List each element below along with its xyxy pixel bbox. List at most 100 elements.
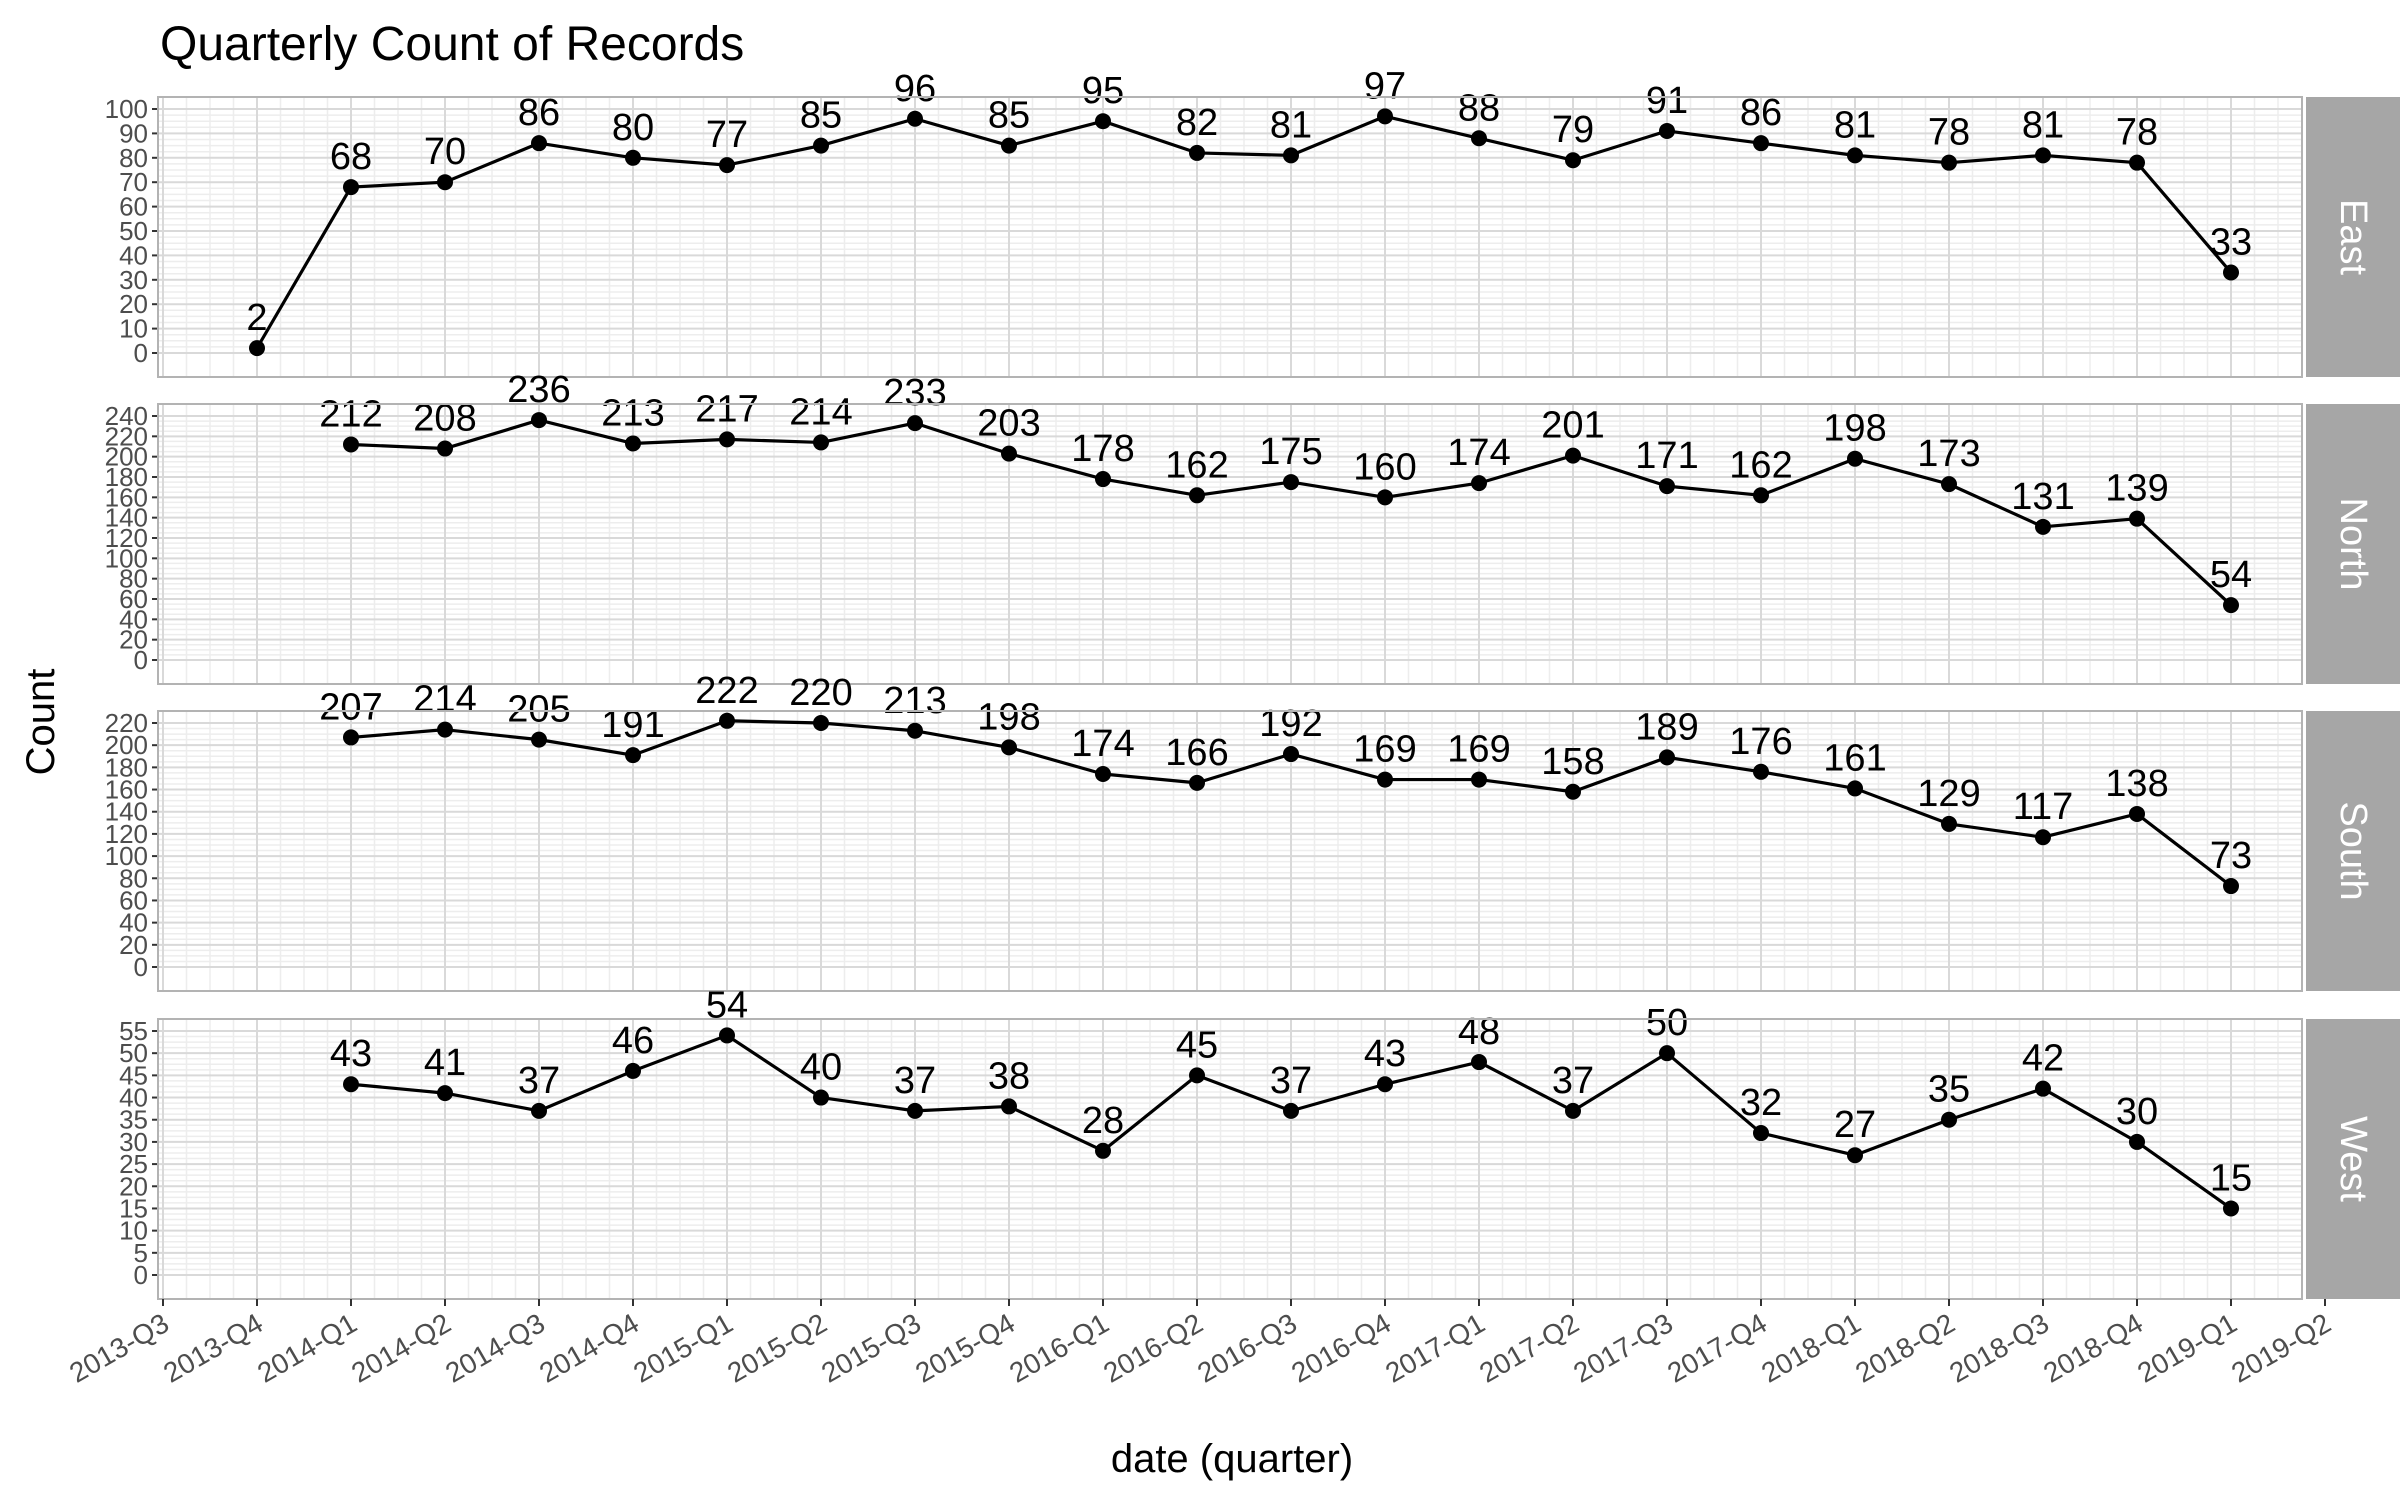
strip-label: North [2332, 498, 2374, 591]
data-point [2035, 829, 2051, 846]
data-label: 70 [424, 131, 466, 173]
data-label: 201 [1541, 405, 1604, 447]
data-point [1189, 1067, 1205, 1084]
grid [158, 1019, 2326, 1299]
data-point [907, 415, 923, 432]
y-tick-label: 10 [119, 314, 148, 344]
data-point [1001, 1098, 1017, 1115]
data-point [719, 1027, 735, 1044]
data-point [625, 1062, 641, 1079]
data-point [813, 137, 829, 154]
data-label: 138 [2105, 763, 2168, 805]
y-tick-label: 30 [119, 1127, 148, 1157]
data-label: 162 [1729, 444, 1792, 486]
data-label: 80 [612, 107, 654, 149]
data-label: 88 [1458, 87, 1500, 129]
data-label: 85 [800, 95, 842, 137]
data-point [1753, 1125, 1769, 1142]
data-label: 131 [2011, 476, 2074, 518]
data-point [1189, 144, 1205, 161]
y-tick-label: 200 [105, 730, 148, 760]
data-point [1753, 487, 1769, 504]
data-label: 97 [1364, 65, 1406, 107]
data-point [1471, 1054, 1487, 1071]
data-point [1847, 450, 1863, 467]
data-point [1847, 1147, 1863, 1164]
data-label: 78 [2116, 112, 2158, 154]
y-tick-label: 20 [119, 625, 148, 655]
data-label: 81 [1834, 104, 1876, 146]
strip-label: East [2332, 199, 2374, 275]
data-point [343, 436, 359, 453]
data-label: 50 [1646, 1002, 1688, 1044]
data-label: 214 [789, 391, 852, 433]
data-point [531, 731, 547, 748]
data-label: 41 [424, 1042, 466, 1084]
y-tick-label: 180 [105, 752, 148, 782]
data-point [1471, 771, 1487, 788]
y-tick-label: 40 [119, 1083, 148, 1113]
y-tick-label: 0 [134, 952, 148, 982]
data-point [531, 135, 547, 152]
data-point [1565, 152, 1581, 169]
data-label: 214 [413, 679, 476, 721]
data-label: 73 [2210, 835, 2252, 877]
data-label: 82 [1176, 102, 1218, 144]
data-point [2035, 147, 2051, 164]
panel-border [157, 710, 2303, 992]
data-point [531, 412, 547, 429]
strip-label: South [2332, 801, 2374, 900]
data-label: 205 [507, 689, 570, 731]
data-point [2223, 878, 2239, 895]
data-label: 171 [1635, 435, 1698, 477]
data-label: 37 [1552, 1060, 1594, 1102]
y-tick-label: 5 [134, 1238, 148, 1268]
data-label: 48 [1458, 1011, 1500, 1053]
data-point [907, 110, 923, 127]
data-point [1189, 487, 1205, 504]
strip-south [2306, 711, 2400, 991]
data-label: 178 [1071, 428, 1134, 470]
strip-label: West [2332, 1116, 2374, 1202]
data-label: 79 [1552, 109, 1594, 151]
data-point [1941, 154, 1957, 171]
data-label: 68 [330, 136, 372, 178]
data-label: 166 [1165, 732, 1228, 774]
data-point [1847, 147, 1863, 164]
data-label: 38 [988, 1055, 1030, 1097]
data-label: 162 [1165, 444, 1228, 486]
data-label: 174 [1071, 723, 1134, 765]
data-point [343, 1076, 359, 1093]
data-point [813, 1089, 829, 1106]
y-tick-label: 20 [119, 930, 148, 960]
data-label: 217 [695, 388, 758, 430]
data-label: 86 [1740, 92, 1782, 134]
y-tick-label: 100 [105, 543, 148, 573]
data-point [437, 1085, 453, 1102]
grid [158, 711, 2326, 991]
y-tick-label: 60 [119, 192, 148, 222]
y-tick-label: 10 [119, 1216, 148, 1246]
y-tick-label: 40 [119, 908, 148, 938]
y-tick-label: 40 [119, 604, 148, 634]
data-label: 117 [2013, 786, 2074, 828]
data-point [719, 712, 735, 729]
data-point [1659, 749, 1675, 766]
data-label: 198 [977, 696, 1040, 738]
y-tick-label: 200 [105, 442, 148, 472]
data-point [1471, 130, 1487, 147]
y-tick-label: 220 [105, 421, 148, 451]
data-label: 173 [1917, 433, 1980, 475]
data-label: 213 [883, 680, 946, 722]
data-label: 161 [1823, 737, 1886, 779]
x-axis-title: date (quarter) [1111, 1437, 1353, 1481]
data-label: 43 [330, 1033, 372, 1075]
data-label: 220 [789, 672, 852, 714]
data-point [625, 149, 641, 166]
data-point [343, 729, 359, 746]
y-tick-label: 45 [119, 1060, 148, 1090]
data-point [1847, 780, 1863, 797]
